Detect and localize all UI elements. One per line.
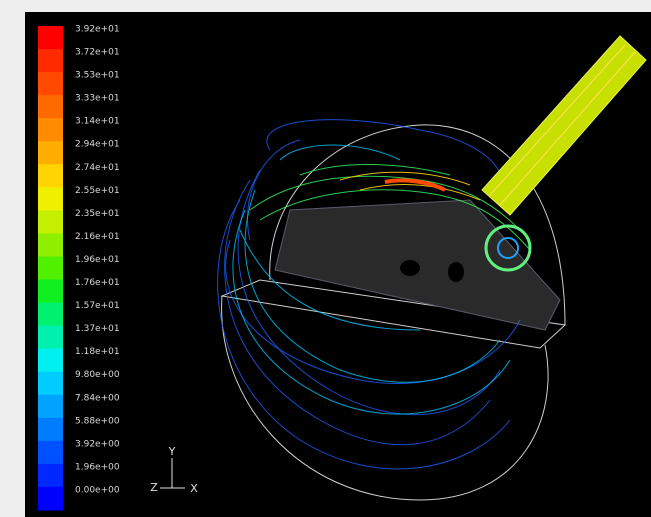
- hole: [400, 260, 420, 276]
- colorbar-swatch: [38, 371, 63, 396]
- colorbar-label: 5.88e+00: [75, 416, 120, 426]
- colorbar-label: 3.92e+00: [75, 439, 120, 449]
- colorbar-swatch: [38, 440, 63, 465]
- colorbar-swatch: [38, 95, 63, 119]
- colorbar-swatch: [38, 463, 63, 488]
- colorbar-label: 2.35e+01: [75, 209, 120, 219]
- colorbar-label: 1.18e+01: [75, 347, 120, 357]
- colorbar-label: 9.80e+00: [75, 370, 120, 380]
- axes-triad: Y Z X: [150, 445, 198, 495]
- colorbar: 3.92e+01 3.72e+01 3.53e+01 3.33e+01 3.14e+01…: [38, 25, 120, 511]
- colorbar-label: 3.53e+01: [75, 71, 120, 81]
- colorbar-label: 3.92e+01: [75, 25, 120, 35]
- colorbar-swatch: [38, 233, 63, 257]
- colorbar-swatch: [38, 394, 63, 419]
- colorbar-label: 2.94e+01: [75, 140, 120, 150]
- streamlines: [217, 35, 647, 501]
- inlet-tube: [481, 35, 647, 216]
- colorbar-swatch: [38, 187, 63, 211]
- colorbar-swatch: [38, 256, 63, 281]
- colorbar-label: 2.55e+01: [75, 186, 120, 196]
- colorbar-label: 1.76e+01: [75, 278, 120, 288]
- colorbar-swatch: [38, 118, 63, 142]
- shell-outline: [221, 295, 549, 501]
- colorbar-swatch: [38, 486, 63, 511]
- colorbar-swatch: [38, 49, 63, 73]
- triad-label: X: [190, 482, 198, 495]
- inlet-swirl: [497, 237, 519, 259]
- colorbar-label: 3.33e+01: [75, 94, 120, 104]
- triad-label: Y: [168, 445, 176, 458]
- hot-streak: [384, 178, 446, 192]
- triad-label: Z: [150, 481, 158, 494]
- streamline-group: [232, 144, 511, 415]
- colorbar-label: 0.00e+00: [75, 485, 120, 495]
- colorbar-swatch: [38, 26, 63, 50]
- streamline-group: [217, 119, 521, 470]
- inlet-lines: [489, 44, 636, 206]
- colorbar-label: 2.16e+01: [75, 232, 120, 242]
- colorbar-label: 1.96e+01: [75, 255, 120, 265]
- colorbar-swatch: [38, 302, 63, 327]
- colorbar-swatch: [38, 210, 63, 234]
- hole: [448, 262, 464, 282]
- colorbar-label: 3.72e+01: [75, 48, 120, 58]
- colorbar-swatch: [38, 164, 63, 188]
- colorbar-label: 3.14e+01: [75, 117, 120, 127]
- colorbar-swatch: [38, 348, 63, 373]
- colorbar-label: 1.37e+01: [75, 324, 120, 334]
- colorbar-swatch: [38, 417, 63, 442]
- colorbar-label: 1.57e+01: [75, 301, 120, 311]
- inlet-swirl: [484, 224, 532, 272]
- colorbar-label: 7.84e+00: [75, 393, 120, 403]
- colorbar-label: 2.74e+01: [75, 163, 120, 173]
- colorbar-swatch: [38, 72, 63, 96]
- streamline-group: [339, 171, 481, 201]
- colorbar-swatch: [38, 141, 63, 165]
- colorbar-swatch: [38, 325, 63, 350]
- colorbar-label: 1.96e+00: [75, 462, 120, 472]
- colorbar-swatch: [38, 279, 63, 304]
